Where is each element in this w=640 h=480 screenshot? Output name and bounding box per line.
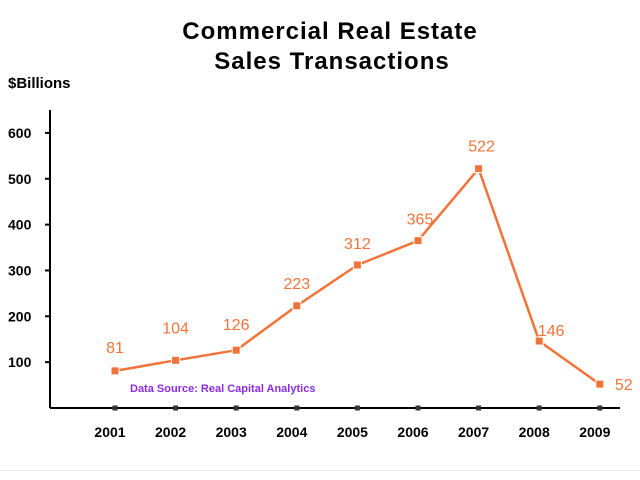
data-point [534, 336, 544, 346]
chart-title-line-1: Commercial Real Estate [182, 18, 477, 45]
x-tick-label: 2009 [579, 424, 610, 440]
data-point [595, 379, 605, 389]
x-tick-mark [112, 405, 118, 411]
x-tick-mark [536, 405, 542, 411]
x-tick-label: 2003 [216, 424, 247, 440]
series-line [114, 167, 601, 386]
chart-title: Commercial Real Estate Sales Transaction… [182, 18, 477, 75]
data-point [171, 355, 181, 365]
data-point [231, 345, 241, 355]
x-tick-mark [233, 405, 239, 411]
x-tick-label: 2008 [519, 424, 550, 440]
data-point [110, 366, 120, 376]
x-tick-mark [294, 405, 300, 411]
data-labels: 81 104 126 223 312 365 522 146 52 [106, 139, 633, 394]
y-tick-label: 200 [8, 308, 32, 324]
x-tick-label: 2005 [337, 424, 368, 440]
data-label: 126 [223, 317, 250, 334]
x-tick-mark [354, 405, 360, 411]
x-tick-label: 2001 [94, 424, 125, 440]
chart-title-line-2: Sales Transactions [214, 48, 449, 75]
y-axis-label: $Billions [8, 75, 71, 92]
y-tick-label: 300 [8, 262, 32, 278]
x-tick-label: 2004 [276, 424, 307, 440]
data-point [474, 164, 484, 174]
y-tick-label: 100 [8, 354, 32, 370]
bottom-divider [0, 470, 640, 471]
x-tick-label: 2006 [397, 424, 428, 440]
data-label: 223 [283, 276, 310, 293]
x-tick-mark [415, 405, 421, 411]
data-source-annotation: Data Source: Real Capital Analytics [130, 383, 315, 395]
data-label: 104 [162, 320, 189, 337]
data-point [413, 236, 423, 246]
data-point [292, 301, 302, 311]
y-tick-label: 400 [8, 217, 32, 233]
y-tick-label: 600 [8, 125, 32, 141]
y-tick-label: 500 [8, 171, 32, 187]
data-label: 312 [344, 236, 371, 253]
data-label: 522 [468, 139, 495, 156]
data-label: 81 [106, 340, 124, 357]
data-label: 146 [538, 323, 565, 340]
data-markers [110, 164, 605, 389]
x-tick-mark [173, 405, 179, 411]
x-tick-label: 2002 [155, 424, 186, 440]
x-axis-ticks: 2001 2002 2003 2004 2005 2006 2007 2008 2009 [94, 405, 611, 440]
x-tick-mark [476, 405, 482, 411]
x-tick-mark [597, 405, 603, 411]
data-label: 365 [407, 212, 434, 229]
x-tick-label: 2007 [458, 424, 489, 440]
data-point [352, 260, 362, 270]
data-label: 52 [615, 377, 633, 394]
y-axis-ticks: 100 200 300 400 500 600 [8, 125, 50, 370]
